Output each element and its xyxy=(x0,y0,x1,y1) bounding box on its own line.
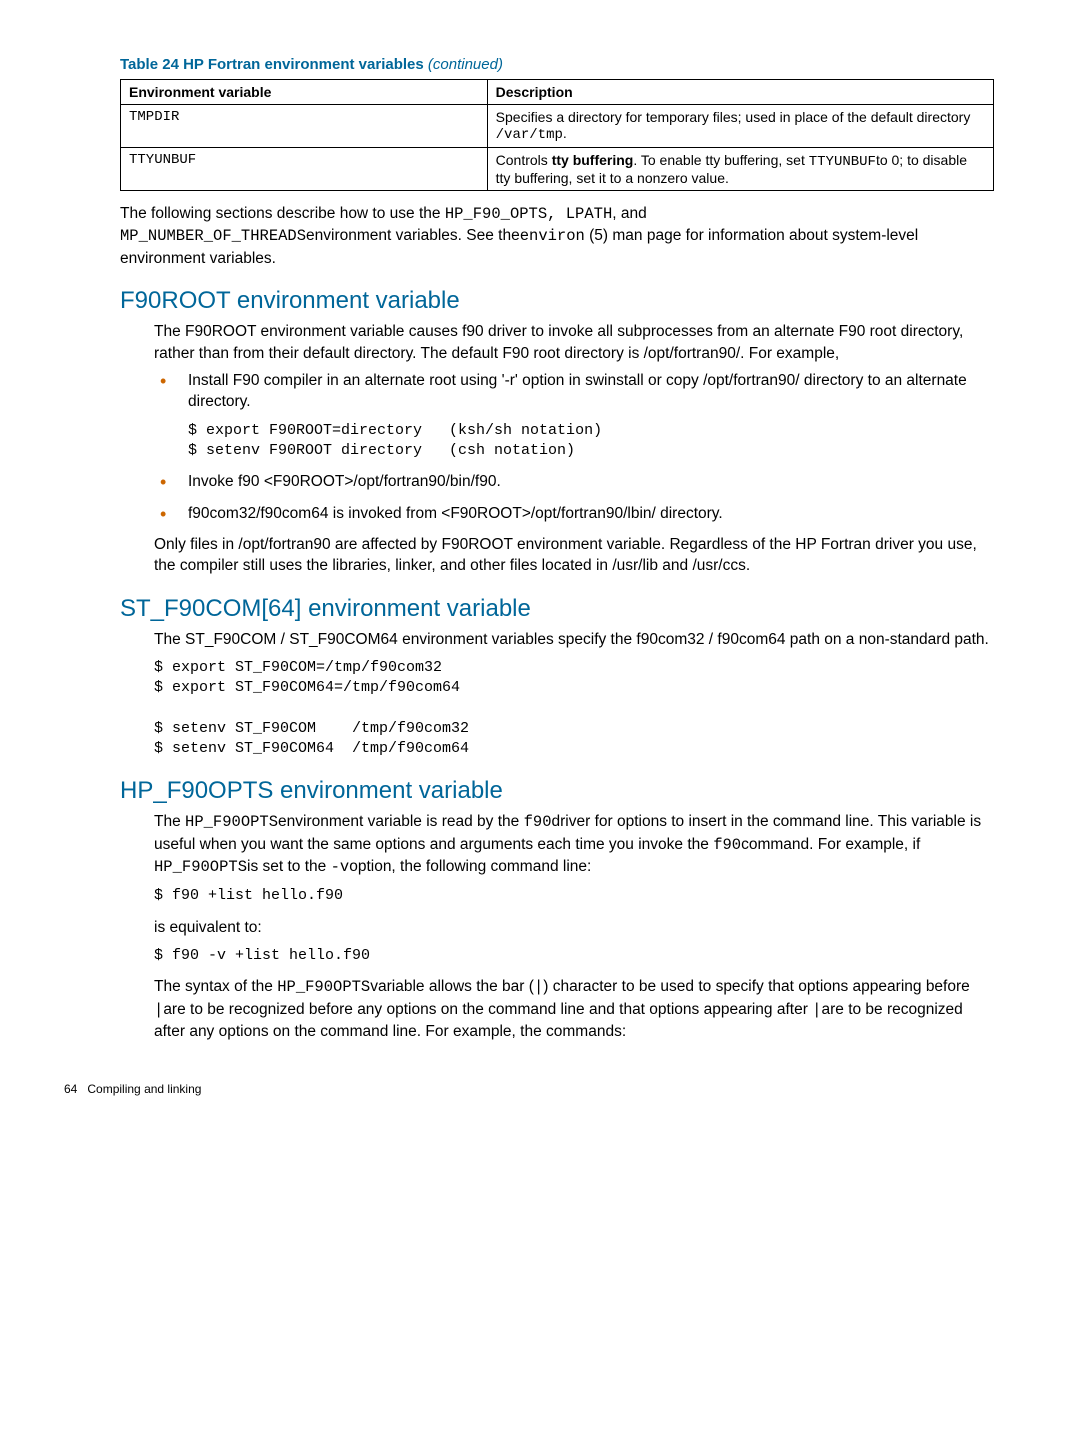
code-inline: f90 xyxy=(713,836,741,854)
desc-text: Controls xyxy=(496,152,552,168)
code-inline: MP_NUMBER_OF_THREADS xyxy=(120,227,306,245)
var-cell: TMPDIR xyxy=(121,105,488,148)
section-hpf90opts: HP_F90OPTS environment variable The HP_F… xyxy=(154,777,994,1042)
desc-code: /var/tmp xyxy=(496,127,563,143)
text: The following sections describe how to u… xyxy=(120,205,445,222)
text: environment variable is read by the xyxy=(278,813,524,830)
desc-text: Specifies a directory for temporary file… xyxy=(496,109,971,125)
page-footer: 64 Compiling and linking xyxy=(64,1082,994,1096)
text: ) character to be used to specify that o… xyxy=(543,978,970,995)
text: is set to the xyxy=(247,858,331,875)
desc-cell: Controls tty buffering. To enable tty bu… xyxy=(487,148,993,191)
page-content: Table 24 HP Fortran environment variable… xyxy=(0,0,1080,1136)
page-number: 64 xyxy=(64,1082,77,1096)
equiv-text: is equivalent to: xyxy=(154,917,994,938)
col-header-var: Environment variable xyxy=(121,80,488,105)
section-f90root: F90ROOT environment variable The F90ROOT… xyxy=(154,287,994,577)
stf90com-para: The ST_F90COM / ST_F90COM64 environment … xyxy=(154,629,994,650)
list-item: Install F90 compiler in an alternate roo… xyxy=(154,370,994,461)
desc-text: . To enable tty buffering, set xyxy=(633,152,808,168)
code-inline: environ xyxy=(520,227,585,245)
text: The syntax of the xyxy=(154,978,277,995)
code-inline: -v xyxy=(331,858,350,876)
code-block: $ f90 +list hello.f90 xyxy=(154,886,994,906)
env-var-table: Environment variable Description TMPDIR … xyxy=(120,79,994,191)
bullet-text: Install F90 compiler in an alternate roo… xyxy=(188,372,967,410)
var-cell: TTYUNBUF xyxy=(121,148,488,191)
table-header-row: Environment variable Description xyxy=(121,80,994,105)
table-row: TTYUNBUF Controls tty buffering. To enab… xyxy=(121,148,994,191)
text: The xyxy=(154,813,185,830)
caption-main: Table 24 HP Fortran environment variable… xyxy=(120,56,428,73)
hpf90opts-p2: The syntax of the HP_F90OPTSvariable all… xyxy=(154,976,994,1042)
f90root-para: The F90ROOT environment variable causes … xyxy=(154,321,994,364)
text: variable allows the bar ( xyxy=(370,978,534,995)
f90root-para2: Only files in /opt/fortran90 are affecte… xyxy=(154,534,994,577)
code-inline: f90 xyxy=(524,813,552,831)
text: option, the following command line: xyxy=(349,858,591,875)
code-inline: | xyxy=(154,1001,163,1019)
section-stf90com: ST_F90COM[64] environment variable The S… xyxy=(154,595,994,760)
text: , and xyxy=(612,205,646,222)
table-caption: Table 24 HP Fortran environment variable… xyxy=(120,56,994,73)
hpf90opts-p1: The HP_F90OPTSenvironment variable is re… xyxy=(154,811,994,878)
col-header-desc: Description xyxy=(487,80,993,105)
code-inline: HP_F90OPTS xyxy=(154,858,247,876)
code-inline: | xyxy=(534,978,543,996)
text: command. For example, if xyxy=(741,836,920,853)
desc-code: TTYUNBUF xyxy=(809,154,876,170)
bullet-list: Install F90 compiler in an alternate roo… xyxy=(154,370,994,524)
text: environment variables. See the xyxy=(306,227,520,244)
table-row: TMPDIR Specifies a directory for tempora… xyxy=(121,105,994,148)
text: are to be recognized before any options … xyxy=(163,1001,812,1018)
code-block: $ export F90ROOT=directory (ksh/sh notat… xyxy=(188,421,994,462)
code-inline: HP_F90_OPTS, LPATH xyxy=(445,205,612,223)
code-inline: HP_F90OPTS xyxy=(185,813,278,831)
heading-hpf90opts: HP_F90OPTS environment variable xyxy=(120,777,994,805)
list-item: f90com32/f90com64 is invoked from <F90RO… xyxy=(154,503,994,524)
code-block: $ f90 -v +list hello.f90 xyxy=(154,946,994,966)
code-inline: HP_F90OPTS xyxy=(277,978,370,996)
caption-continued: (continued) xyxy=(428,56,503,73)
intro-paragraph: The following sections describe how to u… xyxy=(120,203,994,269)
code-block: $ export ST_F90COM=/tmp/f90com32 $ expor… xyxy=(154,658,994,759)
desc-bold: tty buffering xyxy=(552,152,634,168)
heading-f90root: F90ROOT environment variable xyxy=(120,287,994,315)
desc-cell: Specifies a directory for temporary file… xyxy=(487,105,993,148)
footer-title: Compiling and linking xyxy=(87,1082,201,1096)
list-item: Invoke f90 <F90ROOT>/opt/fortran90/bin/f… xyxy=(154,471,994,492)
heading-stf90com: ST_F90COM[64] environment variable xyxy=(120,595,994,623)
desc-text: . xyxy=(563,125,567,141)
